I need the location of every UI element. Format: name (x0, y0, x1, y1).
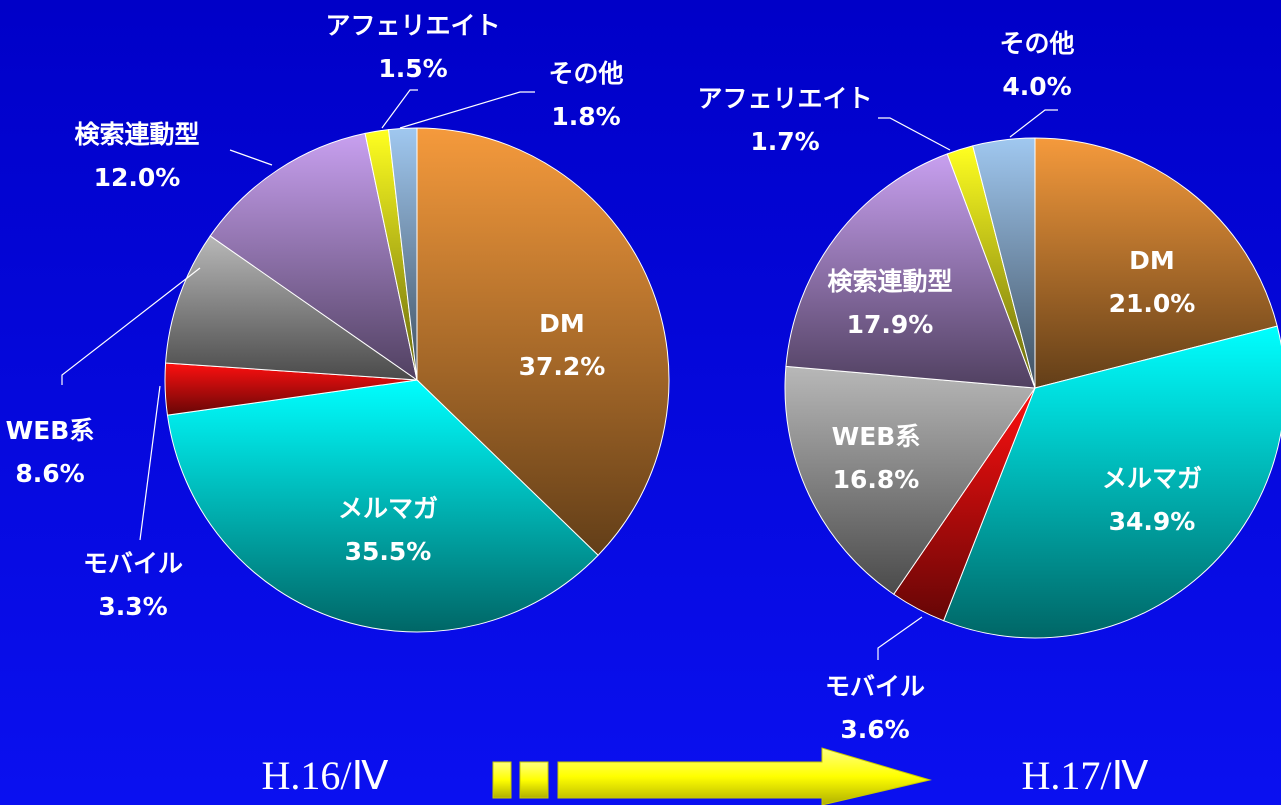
slice-label: メルマガ (1102, 464, 1202, 493)
leader-line (229, 149, 273, 166)
pie-slice (785, 153, 1036, 389)
slice-value: 34.9% (1109, 507, 1196, 536)
slice-label: アフェリエイト (325, 11, 500, 40)
slice-value: 1.5% (378, 54, 447, 83)
slice-value: 17.9% (847, 310, 934, 339)
pie-slice (972, 137, 1036, 389)
slice-label: モバイル (825, 672, 925, 701)
leader-line (877, 616, 923, 660)
slice-label: モバイル (83, 549, 183, 578)
slice-label: その他 (548, 59, 623, 88)
slice-label: DM (539, 309, 585, 338)
pie-slice (387, 127, 418, 381)
slice-value: 3.3% (98, 592, 167, 621)
pie-slice (942, 325, 1281, 639)
slice-label: アフェリエイト (697, 84, 872, 113)
chart-title: H.17/Ⅳ (1022, 753, 1149, 798)
pie-slice (209, 132, 418, 382)
slice-value: 16.8% (833, 465, 920, 494)
slice-label: WEB系 (832, 422, 921, 451)
slice-value: 12.0% (94, 163, 181, 192)
slice-value: 37.2% (519, 352, 606, 381)
slice-value: 8.6% (15, 459, 84, 488)
chart-title: H.16/Ⅳ (262, 753, 389, 798)
slice-value: 21.0% (1109, 289, 1196, 318)
leader-line (139, 385, 161, 541)
slice-label: WEB系 (6, 416, 95, 445)
slice-label: メルマガ (338, 494, 438, 523)
pie-slice (784, 365, 1036, 595)
slice-value: 1.7% (750, 127, 819, 156)
pie-slice (166, 379, 599, 633)
pie-slice (165, 235, 419, 381)
slice-value: 4.0% (1002, 72, 1071, 101)
leader-line (381, 89, 418, 129)
pie-slice (1034, 137, 1278, 389)
slice-label: 検索連動型 (827, 267, 952, 296)
leader-line (399, 91, 535, 129)
slice-value: 3.6% (840, 715, 909, 744)
arrow (492, 747, 932, 805)
slice-value: 1.8% (551, 102, 620, 131)
pie-slice (416, 127, 670, 556)
slice-label: DM (1129, 246, 1175, 275)
slice-value: 35.5% (345, 537, 432, 566)
slice-label: その他 (999, 29, 1074, 58)
slice-label: 検索連動型 (74, 120, 199, 149)
leader-line (878, 117, 951, 151)
leader-line (1009, 109, 1058, 138)
leader-line (61, 267, 201, 385)
